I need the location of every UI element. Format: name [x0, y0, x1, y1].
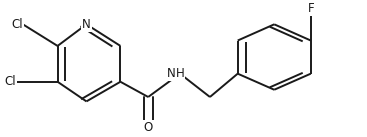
- Text: N: N: [82, 18, 91, 31]
- Text: Cl: Cl: [4, 75, 15, 88]
- Text: F: F: [308, 2, 314, 15]
- Text: Cl: Cl: [11, 18, 23, 31]
- Text: N: N: [167, 67, 175, 80]
- Text: O: O: [143, 121, 153, 134]
- Text: H: H: [175, 67, 184, 80]
